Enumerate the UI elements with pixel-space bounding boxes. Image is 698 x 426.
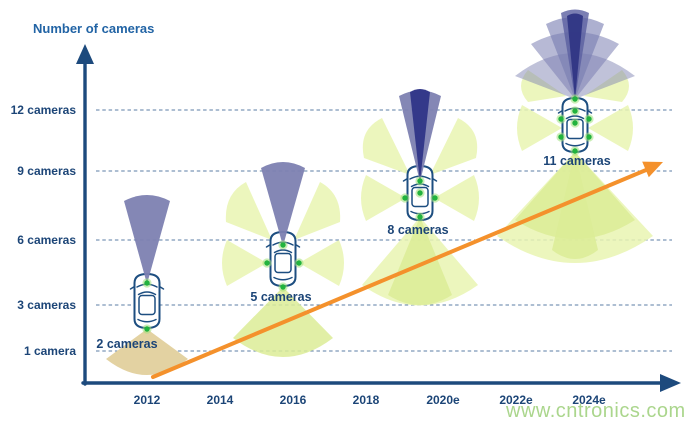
x-axis-labels: 2012 2014 2016 2018 2020e 2022e 2024e [134, 393, 606, 407]
y-axis-label-12: 12 cameras [11, 103, 77, 117]
chart-title: Number of cameras [33, 21, 154, 36]
camera-dot [278, 240, 288, 250]
surround-camera-fan [430, 118, 478, 175]
car-2016 [222, 162, 344, 357]
camera-dot [570, 94, 580, 104]
x-axis-label-2014: 2014 [207, 393, 234, 407]
front-telephoto-cone [567, 13, 583, 99]
rear-camera-cone [106, 329, 188, 375]
camera-dot [570, 106, 580, 116]
x-axis [81, 374, 681, 392]
camera-dot [415, 176, 425, 186]
surround-camera-fan [361, 175, 406, 221]
surround-camera-fan [588, 105, 633, 151]
camera-dot [556, 132, 566, 142]
camera-dot [556, 114, 566, 124]
watermark: www.cntronics.com [505, 400, 686, 422]
camera-dot [570, 118, 580, 128]
front-telephoto-cone [410, 89, 430, 182]
x-axis-label-2020e: 2020e [426, 393, 460, 407]
car-2023-label: 11 cameras [543, 154, 610, 168]
x-axis-label-2022e: 2022e [499, 393, 533, 407]
surround-camera-fan [222, 240, 267, 286]
x-axis-arrow-icon [660, 374, 681, 392]
y-axis-label-6: 6 cameras [17, 233, 76, 247]
surround-camera-fan [294, 182, 341, 240]
surround-camera-fan [552, 152, 598, 259]
front-camera-cone [124, 195, 170, 284]
x-axis-label-2016: 2016 [280, 393, 307, 407]
camera-dot [584, 132, 594, 142]
y-axis [76, 44, 94, 386]
trend-arrow [151, 161, 663, 379]
car-2012 [106, 195, 188, 375]
y-axis-label-9: 9 cameras [17, 164, 76, 178]
camera-dot [294, 258, 304, 268]
camera-dot [584, 114, 594, 124]
surround-camera-fan [517, 105, 562, 151]
car-2012-label: 2 cameras [96, 337, 157, 351]
camera-dot [262, 258, 272, 268]
camera-dot [400, 193, 410, 203]
x-axis-label-2012: 2012 [134, 393, 161, 407]
data-point-labels: 2 cameras 5 cameras 8 cameras 11 cameras [96, 154, 610, 351]
y-axis-label-3: 3 cameras [17, 298, 76, 312]
car-2016-label: 5 cameras [250, 290, 311, 304]
car-2019-label: 8 cameras [387, 223, 448, 237]
car-2023 [497, 9, 653, 263]
y-axis-label-1: 1 camera [24, 344, 76, 358]
y-axis-arrow-icon [76, 44, 94, 64]
camera-dot [142, 324, 152, 334]
x-axis-label-2018: 2018 [353, 393, 380, 407]
camera-dot [142, 278, 152, 288]
car-2019 [361, 89, 479, 306]
x-axis-label-2024e: 2024e [572, 393, 606, 407]
y-axis-labels: 12 cameras 9 cameras 6 cameras 3 cameras… [11, 103, 77, 358]
surround-camera-fan [299, 240, 344, 286]
surround-camera-fan [225, 182, 272, 240]
camera-dot [430, 193, 440, 203]
surround-camera-fan [434, 175, 479, 221]
camera-dot [415, 212, 425, 222]
camera-dot [415, 188, 425, 198]
trend-arrow-head-icon [642, 161, 663, 178]
surround-camera-fan [388, 217, 452, 305]
surround-camera-fan [362, 118, 410, 175]
front-camera-cone [261, 162, 305, 246]
